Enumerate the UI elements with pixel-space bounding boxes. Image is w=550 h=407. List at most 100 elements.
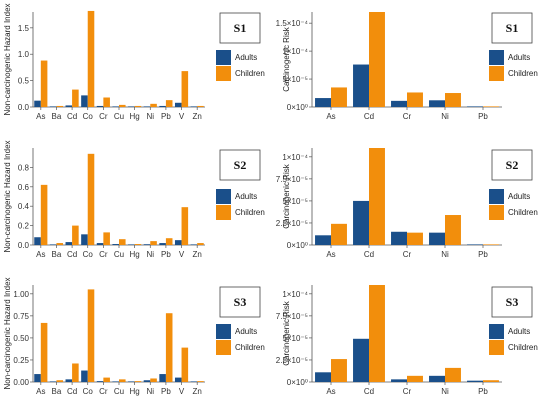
bar-children-pb [483,244,499,245]
bar-adults-pb [159,243,166,245]
bar-children-as [331,223,347,245]
bar-adults-co [81,95,88,107]
scenario-label: S2 [506,158,519,172]
scenario-label: S2 [234,158,247,172]
legend-label-children: Children [235,208,265,217]
y-tick-label: 0×10⁰ [287,378,308,387]
legend-label-adults: Adults [235,327,257,336]
scenario-box [219,12,261,44]
bar-adults-cd [353,64,369,107]
bar-adults-ni [143,106,151,107]
bar-children-ni [445,367,461,382]
bar-adults-cr [96,243,104,245]
bar-adults-v [174,240,182,245]
y-tick-label: 1.00 [13,290,29,299]
legend-swatch-adults [216,324,231,339]
y-tick-label: 0.00 [13,378,29,387]
x-tick-label: Ba [52,387,62,396]
bar-children-ni [150,378,157,382]
x-tick-label: Co [83,250,94,259]
bar-children-zn [197,381,204,382]
y-tick-label: 0.0 [18,241,30,250]
bar-children-hg [134,244,142,245]
bar-children-hg [134,381,142,382]
bar-adults-hg [128,381,135,382]
bar-children-as [331,87,347,107]
bar-adults-pb [467,106,483,107]
x-tick-label: Cu [114,387,124,396]
legend-swatch-adults [216,50,231,65]
x-tick-label: Ba [52,112,62,121]
x-tick-label: V [179,387,185,396]
y-tick-label: 2.5×10⁻⁵ [276,356,308,365]
bar-adults-cd [353,200,369,245]
bar-children-as [40,322,48,382]
bar-children-pb [483,106,499,107]
legend-swatch-children [216,66,231,81]
y-tick-label: 0.0 [18,103,30,112]
bar-adults-co [81,370,88,382]
bar-adults-ni [143,380,151,382]
bar-children-zn [197,105,204,107]
x-tick-label: V [179,112,185,121]
bar-adults-cu [112,381,119,382]
x-tick-label: Ni [441,112,449,121]
y-tick-label: 0.25 [13,356,29,365]
bar-children-ni [445,93,461,107]
y-tick-label: 5×10⁻⁵ [282,334,308,343]
y-tick-label: 0×10⁰ [287,241,308,250]
bar-children-co [87,10,95,108]
x-tick-label: V [179,250,185,259]
y-tick-label: 7.5×10⁻⁵ [276,175,308,184]
legend-label-children: Children [235,343,265,352]
x-tick-label: Ni [146,250,154,259]
x-tick-label: Pb [161,387,171,396]
legend-label-adults: Adults [508,53,530,62]
bar-adults-pb [467,244,483,245]
bar-children-cd [72,225,79,245]
x-tick-label: Cr [403,250,412,259]
y-tick-label: 0.2 [18,222,30,231]
y-axis-label: Non-carcinogenic Hazard Index [3,3,12,115]
bar-adults-ba [49,244,57,245]
x-tick-label: As [36,387,45,396]
scenario-box [491,286,533,318]
x-tick-label: Pb [478,387,488,396]
x-tick-label: Ni [146,387,154,396]
y-tick-label: 2.5×10⁻⁵ [276,219,308,228]
bar-children-cd [369,148,385,245]
bar-adults-as [34,374,41,382]
bar-adults-cd [65,105,73,107]
panel-s3-risk: 0×10⁰ 2.5×10⁻⁵ 5×10⁻⁵ 7.5×10⁻⁵ 1×10⁻⁴Carcino… [276,285,538,396]
bar-adults-v [174,377,182,382]
y-tick-label: 1×10⁻⁴ [282,47,308,56]
legend-swatch-children [489,340,504,355]
x-tick-label: Hg [130,112,140,121]
y-axis-label: Carcinogenic Risk [282,300,291,365]
bar-children-ni [445,215,461,245]
x-tick-label: Cr [99,250,108,259]
bar-children-cr [103,377,110,382]
y-axis-label: Non-carcinogenic Hazard Index [3,140,12,252]
y-axis-label: Non-carcinogenic Hazard Index [3,277,12,389]
bar-adults-ba [49,381,57,382]
x-tick-label: Cr [403,112,412,121]
bar-adults-hg [128,106,135,107]
bar-adults-cr [391,231,407,245]
bar-adults-ni [143,244,151,245]
legend-label-children: Children [508,208,538,217]
scenario-box [219,286,261,318]
bar-adults-as [34,237,41,245]
legend-label-adults: Adults [235,192,257,201]
legend-swatch-adults [489,324,504,339]
legend-swatch-children [489,205,504,220]
y-tick-label: 0.8 [18,163,30,172]
bar-adults-ni [429,375,445,382]
x-tick-label: Hg [130,250,140,259]
x-tick-label: Ni [441,250,449,259]
x-tick-label: Cd [67,112,77,121]
bar-children-cr [407,232,423,245]
bar-children-cr [103,97,110,107]
